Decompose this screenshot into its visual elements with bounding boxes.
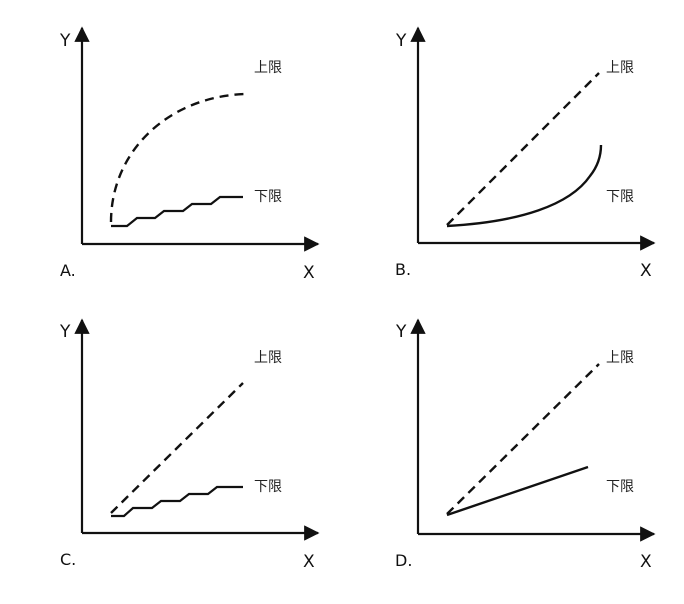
panel-d-upper-label: 上限 [606,350,634,366]
panel-a-y-label: Y [59,31,71,51]
panel-b-x-label: X [640,261,652,281]
panel-d-y-label: Y [395,322,407,342]
panel-c-y-label: Y [59,322,71,342]
panel-a: Y X A. 上限 下限 [59,26,320,283]
panel-d-x-label: X [640,552,652,572]
panel-b-lower-label: 下限 [606,189,634,205]
panel-a-lower-bound-step [111,195,243,228]
panel-d-lower-bound-line [446,465,589,517]
panel-c-lower-label: 下限 [254,479,282,495]
panel-c-x-label: X [303,552,315,572]
panel-c-lower-bound-step [111,485,243,518]
panel-c: Y X C. 上限 下限 [59,318,320,572]
panel-b-y-label: Y [395,31,407,51]
panel-c-letter: C. [60,550,76,569]
panel-a-upper-bound-curve [109,92,247,223]
panel-a-lower-label: 下限 [254,189,282,205]
panel-c-upper-label: 上限 [254,350,282,366]
panel-b-upper-bound-line [446,72,600,226]
panel-b-letter: B. [395,260,411,279]
panel-a-upper-label: 上限 [254,60,282,76]
panel-d-letter: D. [395,551,412,570]
panel-b-upper-label: 上限 [606,60,634,76]
panel-b-lower-bound-curve [446,144,603,228]
panel-c-upper-bound-line [110,382,244,514]
panel-a-letter: A. [60,261,76,280]
panel-d-upper-bound-line [446,363,600,515]
panel-d: Y X D. 上限 下限 [395,318,656,572]
panel-d-lower-label: 下限 [606,479,634,495]
panel-b: Y X B. 上限 下限 [395,26,656,281]
panel-a-x-label: X [303,263,315,283]
